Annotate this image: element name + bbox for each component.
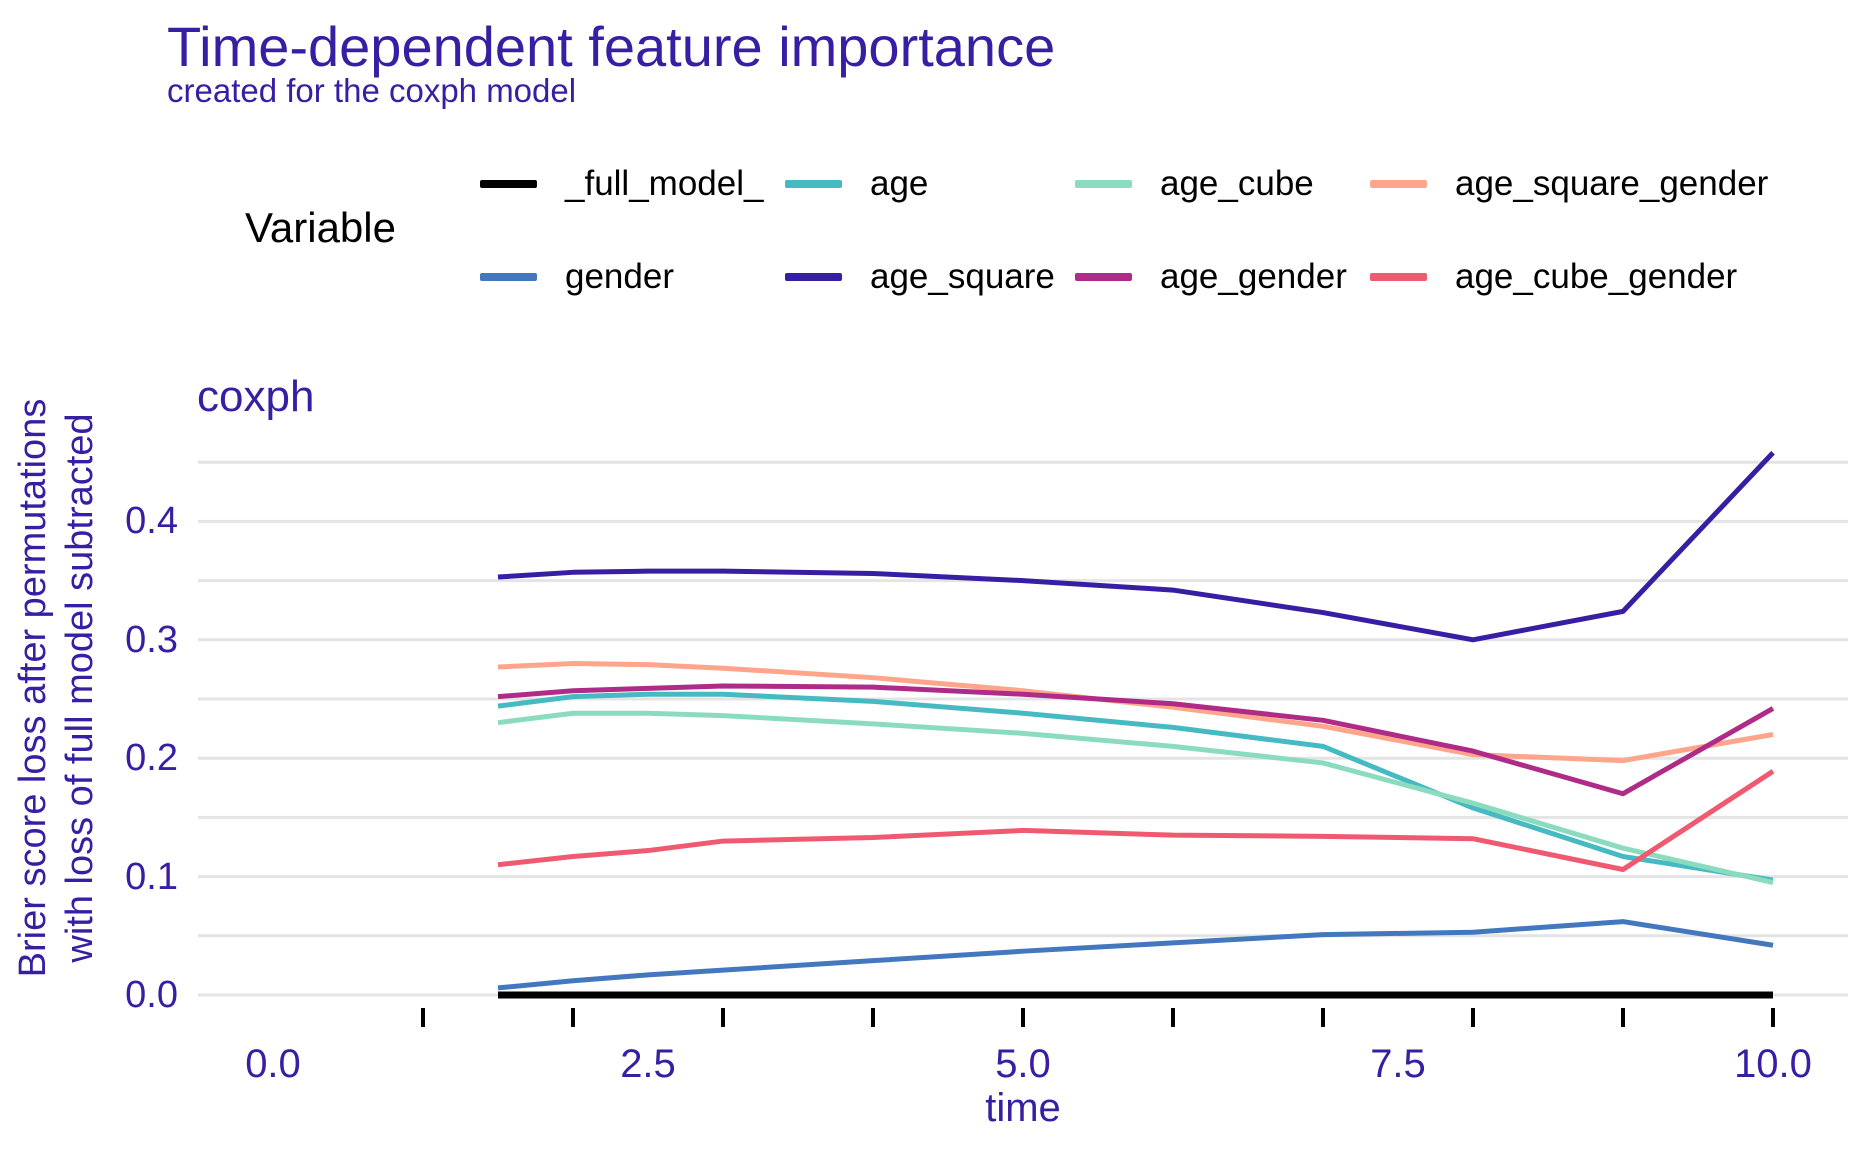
y-tick-label: 0.3 [125, 618, 178, 661]
legend-label-_full_model_: _full_model_ [565, 164, 764, 203]
legend-swatch-age [785, 180, 842, 188]
y-tick-label: 0.1 [125, 855, 178, 898]
series-line-age_cube_gender [497, 769, 1775, 872]
legend-swatch-gender [480, 273, 537, 281]
legend-label-age_square_gender: age_square_gender [1455, 164, 1769, 203]
x-axis-title: time [985, 1086, 1061, 1130]
legend-label-age: age [870, 164, 929, 203]
series-line-age_square_gender [497, 660, 1774, 764]
x-tick-label: 7.5 [1370, 1042, 1426, 1086]
legend-swatch-_full_model_ [480, 180, 537, 188]
series-line-age_cube [497, 710, 1774, 885]
legend-label-gender: gender [565, 257, 674, 296]
y-axis-title-line1: Brier score loss after permutations [12, 398, 54, 978]
series-line-gender [497, 919, 1774, 991]
series-line-age_gender [497, 683, 1775, 797]
y-tick-label: 0.0 [125, 974, 178, 1016]
chart-subtitle: created for the coxph model [167, 72, 577, 109]
chart-title: Time-dependent feature importance [167, 15, 1056, 78]
legend-label-age_cube_gender: age_cube_gender [1455, 257, 1738, 296]
facet-label: coxph [197, 372, 315, 421]
x-tick-label: 5.0 [995, 1042, 1051, 1086]
legend-label-age_square: age_square [870, 257, 1055, 296]
series-line-age_square [497, 451, 1775, 643]
series-line-age [497, 691, 1774, 883]
legend-swatch-age_square [785, 273, 842, 281]
legend-swatch-age_square_gender [1370, 180, 1427, 188]
legend-label-age_gender: age_gender [1160, 257, 1347, 296]
y-tick-label: 0.2 [125, 737, 178, 780]
legend-swatch-age_cube_gender [1370, 273, 1427, 281]
legend-label-age_cube: age_cube [1160, 164, 1314, 203]
legend-title: Variable [245, 204, 396, 251]
legend-swatch-age_gender [1075, 273, 1132, 281]
y-tick-label: 0.4 [125, 500, 178, 543]
legend-swatch-age_cube [1075, 180, 1132, 188]
x-tick-label: 2.5 [620, 1042, 676, 1086]
x-tick-label: 0.0 [245, 1042, 301, 1086]
x-tick-label: 10.0 [1734, 1042, 1812, 1086]
